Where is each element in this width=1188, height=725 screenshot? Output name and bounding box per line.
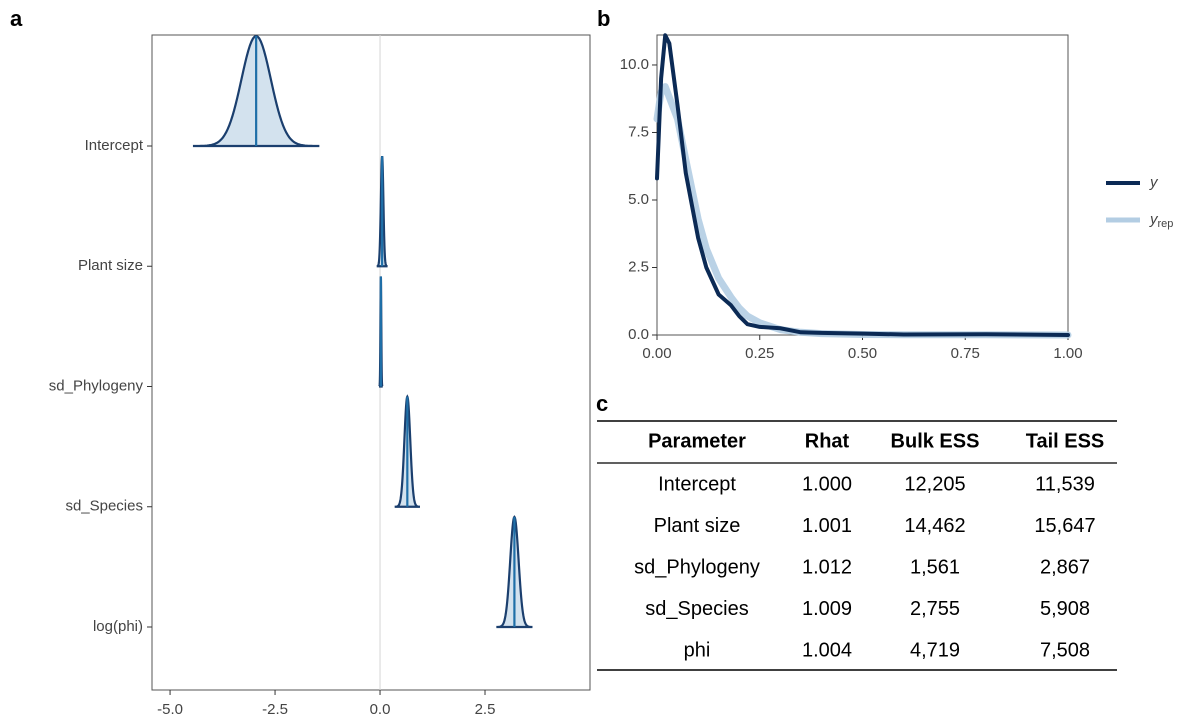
- table-cell: 1.001: [802, 515, 852, 537]
- legend-label: yrep: [1149, 211, 1173, 230]
- x-tick-label: 0.75: [951, 345, 980, 362]
- legend-label: y: [1149, 174, 1159, 191]
- x-tick-label: 0.00: [642, 345, 671, 362]
- table-cell: 1.000: [802, 473, 852, 495]
- x-tick-label: -5.0: [157, 701, 183, 718]
- table-cell: 1,561: [910, 556, 960, 578]
- table-cell: 1.012: [802, 556, 852, 578]
- table-cell: Intercept: [658, 473, 736, 495]
- table-cell: 14,462: [904, 515, 965, 537]
- y-tick-label: 2.5: [628, 258, 649, 275]
- x-tick-label: -2.5: [262, 701, 288, 718]
- table-cell: 4,719: [910, 639, 960, 661]
- table-cell: 11,539: [1035, 473, 1095, 495]
- table-cell: sd_Species: [645, 598, 748, 620]
- table-cell: 12,205: [904, 473, 965, 495]
- x-tick-label: 0.0: [370, 701, 391, 718]
- table-cell: 1.004: [802, 639, 852, 661]
- panel-label: c: [596, 391, 608, 416]
- table-cell: 2,867: [1040, 556, 1090, 578]
- table-cell: Plant size: [654, 515, 741, 537]
- x-tick-label: 0.50: [848, 345, 877, 362]
- y-tick-label: sd_Species: [65, 498, 143, 515]
- panel-label: b: [597, 6, 610, 31]
- table-cell: 1.009: [802, 598, 852, 620]
- table-header: Rhat: [805, 430, 850, 452]
- y-tick-label: 7.5: [628, 123, 649, 140]
- x-tick-label: 2.5: [475, 701, 496, 718]
- y-tick-label: 5.0: [628, 191, 649, 208]
- y-tick-label: sd_Phylogeny: [49, 377, 144, 394]
- panel-label: a: [10, 6, 23, 31]
- table-header: Bulk ESS: [891, 430, 980, 452]
- legend-name: y: [1149, 174, 1159, 191]
- table-cell: 2,755: [910, 598, 960, 620]
- table-cell: 7,508: [1040, 639, 1090, 661]
- plot-frame: [151, 34, 591, 691]
- y-tick-label: Intercept: [85, 137, 144, 154]
- x-tick-label: 0.25: [745, 345, 774, 362]
- y-tick-label: 10.0: [620, 56, 649, 73]
- y-tick-label: 0.0: [628, 326, 649, 343]
- y-tick-label: log(phi): [93, 618, 143, 635]
- table-cell: 15,647: [1034, 515, 1095, 537]
- table-header: Parameter: [648, 430, 746, 452]
- table-cell: phi: [684, 639, 711, 661]
- legend-subscript: rep: [1158, 218, 1174, 230]
- x-tick-label: 1.00: [1053, 345, 1082, 362]
- legend-name: y: [1149, 211, 1159, 228]
- density-line: [655, 33, 1070, 337]
- table-cell: 5,908: [1040, 598, 1090, 620]
- y-tick-label: Plant size: [78, 257, 143, 274]
- table-cell: sd_Phylogeny: [634, 556, 760, 578]
- table-header: Tail ESS: [1026, 430, 1105, 452]
- density-line: [653, 83, 1072, 339]
